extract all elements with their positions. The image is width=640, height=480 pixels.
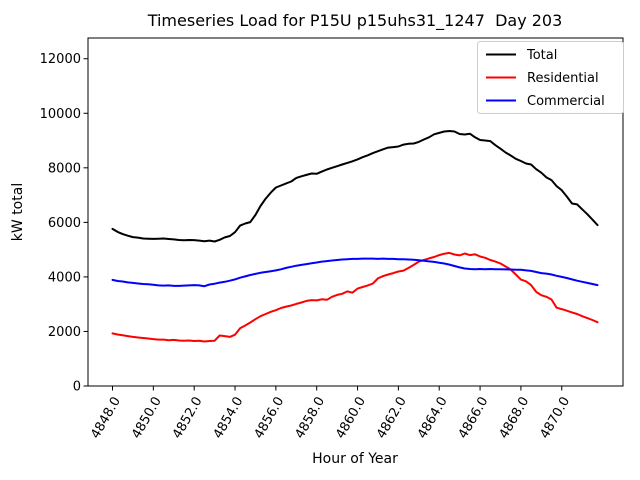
x-tick-label: 4860.0: [333, 395, 369, 442]
legend-item-residential: Residential: [486, 71, 599, 86]
y-tick-label: 12000: [40, 52, 81, 67]
x-tick-label: 4852.0: [170, 395, 206, 442]
x-tick-label: 4866.0: [456, 394, 492, 441]
x-tick-label: 4858.0: [292, 395, 328, 442]
y-tick-label: 0: [73, 380, 81, 395]
series-lines: [111, 130, 599, 343]
y-tick-label: 2000: [48, 325, 81, 340]
legend-label: Commercial: [527, 94, 605, 109]
x-tick-label: 4848.0: [88, 395, 124, 442]
x-tick-label: 4854.0: [211, 395, 247, 442]
legend-item-commercial: Commercial: [486, 94, 605, 109]
legend-label: Total: [526, 48, 557, 63]
x-tick-label: 4870.0: [537, 395, 573, 442]
x-tick-label: 4850.0: [129, 395, 165, 442]
series-residential-line: [111, 251, 599, 343]
x-tick-label: 4864.0: [415, 395, 451, 442]
x-tick-label: 4856.0: [252, 395, 288, 442]
y-axis-label: kW total: [10, 183, 26, 241]
x-axis-label: Hour of Year: [312, 451, 398, 467]
x-tick-label: 4862.0: [374, 395, 410, 442]
series-commercial-line: [111, 257, 599, 288]
legend-item-total: Total: [486, 48, 557, 63]
legend: Total Residential Commercial: [477, 41, 624, 114]
plot-area: [87, 37, 624, 387]
y-tick-label: 4000: [48, 270, 81, 285]
y-tick-label: 10000: [40, 107, 81, 122]
legend-label: Residential: [527, 71, 599, 86]
x-tick-label: 4868.0: [497, 395, 533, 442]
y-tick-label: 6000: [48, 216, 81, 231]
legend-box: [477, 41, 624, 114]
chart-title: Timeseries Load for P15U p15uhs31_1247 D…: [147, 11, 563, 31]
series-total-line: [111, 130, 599, 243]
y-tick-label: 8000: [48, 161, 81, 176]
